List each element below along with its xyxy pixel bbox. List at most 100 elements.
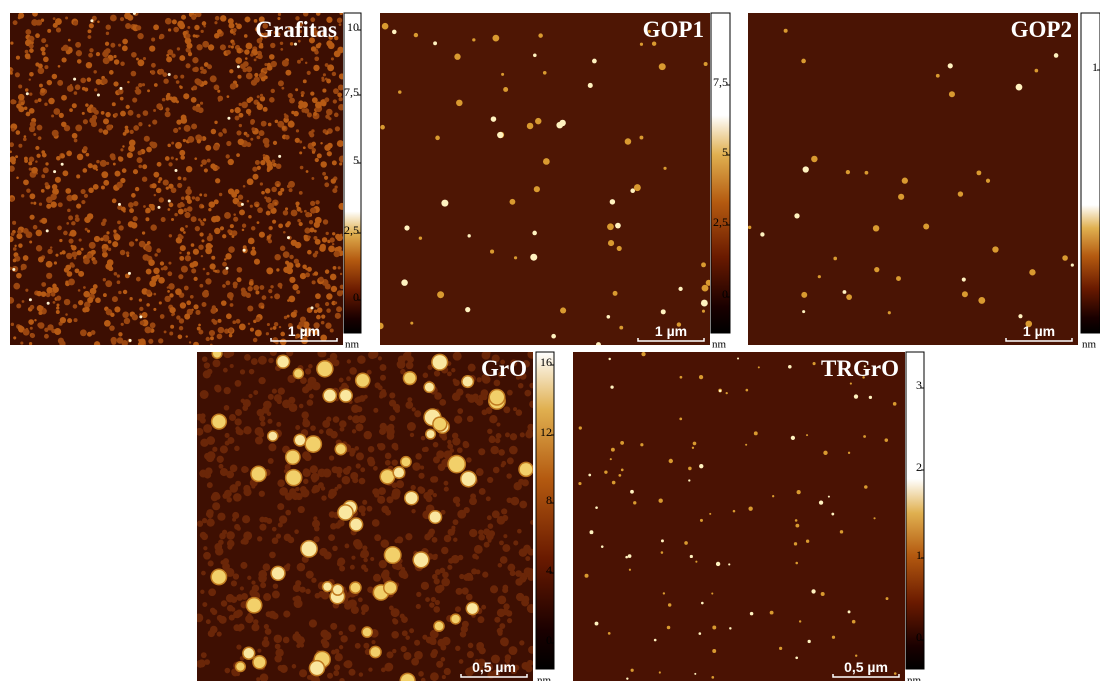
- particle: [302, 541, 317, 556]
- grain: [328, 245, 335, 252]
- grain: [35, 33, 40, 38]
- grain: [248, 394, 252, 398]
- afm-panel: GrO0,5 µm1612840nm: [195, 348, 554, 681]
- grain: [233, 573, 239, 579]
- particle: [772, 495, 774, 497]
- grain: [288, 93, 293, 98]
- grain: [228, 246, 235, 253]
- particle: [962, 291, 968, 297]
- grain: [237, 75, 241, 79]
- grain: [113, 230, 116, 233]
- grain: [143, 57, 146, 60]
- grain: [441, 547, 448, 554]
- grain: [275, 644, 281, 650]
- grain: [202, 302, 207, 307]
- grain: [24, 135, 27, 138]
- grain: [41, 38, 46, 43]
- grain: [169, 307, 175, 313]
- particle: [784, 29, 788, 33]
- grain: [221, 600, 227, 606]
- grain: [287, 315, 290, 318]
- particle: [659, 671, 661, 673]
- grain: [322, 420, 330, 428]
- grain: [159, 69, 165, 75]
- grain: [436, 661, 443, 668]
- grain: [13, 247, 17, 251]
- grain: [519, 640, 524, 645]
- grain: [425, 597, 430, 602]
- grain: [170, 325, 174, 329]
- grain: [528, 646, 536, 654]
- grain: [111, 337, 117, 343]
- grain: [423, 447, 428, 452]
- grain: [200, 164, 203, 167]
- grain: [140, 321, 145, 326]
- grain: [118, 225, 123, 230]
- grain: [310, 425, 316, 431]
- particle: [729, 627, 731, 629]
- grain: [503, 534, 507, 538]
- grain: [52, 74, 57, 79]
- grain: [496, 433, 502, 439]
- grain: [50, 246, 52, 248]
- grain: [293, 111, 299, 117]
- grain: [211, 256, 215, 260]
- grain: [239, 103, 242, 106]
- grain: [191, 216, 197, 222]
- grain: [29, 78, 31, 80]
- grain: [421, 582, 429, 590]
- grain: [303, 146, 306, 149]
- particle: [534, 186, 540, 192]
- grain: [88, 163, 93, 168]
- grain: [219, 464, 224, 469]
- grain: [197, 139, 201, 143]
- grain: [337, 558, 345, 566]
- particle: [712, 626, 716, 630]
- particle: [311, 306, 314, 309]
- grain: [368, 446, 375, 453]
- grain: [57, 226, 62, 231]
- grain: [452, 437, 460, 445]
- particle: [441, 200, 448, 207]
- grain: [276, 184, 279, 187]
- grain: [415, 453, 422, 460]
- grain: [195, 135, 199, 139]
- particle: [12, 268, 15, 271]
- particle: [885, 438, 889, 442]
- particle: [625, 556, 628, 559]
- grain: [108, 248, 111, 251]
- grain: [276, 268, 279, 271]
- grain: [311, 142, 316, 147]
- grain: [305, 368, 311, 374]
- grain: [133, 216, 138, 221]
- grain: [246, 98, 251, 103]
- particle: [492, 35, 499, 42]
- particle: [831, 513, 834, 516]
- particle: [535, 118, 541, 124]
- grain: [187, 206, 193, 212]
- grain: [386, 428, 394, 436]
- grain: [291, 312, 297, 318]
- grain: [186, 300, 191, 305]
- grain: [257, 136, 261, 140]
- grain: [178, 209, 184, 215]
- grain: [163, 79, 168, 84]
- grain: [296, 290, 300, 294]
- grain: [370, 557, 374, 561]
- grain: [250, 250, 256, 256]
- grain: [344, 660, 352, 668]
- grain: [405, 533, 412, 540]
- particle: [874, 267, 879, 272]
- grain: [39, 203, 42, 206]
- grain: [43, 57, 49, 63]
- grain: [135, 89, 141, 95]
- grain: [103, 293, 107, 297]
- grain: [23, 255, 29, 261]
- grain: [179, 150, 185, 156]
- grain: [317, 153, 322, 158]
- grain: [30, 327, 33, 330]
- grain: [315, 293, 321, 299]
- grain: [76, 174, 80, 178]
- grain: [136, 114, 140, 118]
- grain: [294, 259, 299, 264]
